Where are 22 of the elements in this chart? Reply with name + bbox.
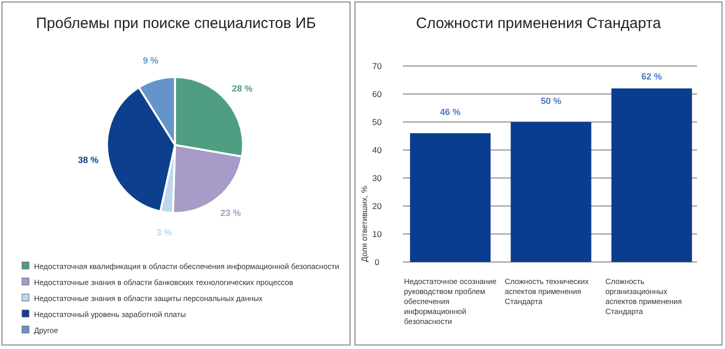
bar [410,133,491,262]
data-label: 38 % [78,154,99,165]
data-label: 62 % [641,71,662,82]
bar [510,122,592,262]
data-label: 28 % [232,83,253,94]
y-tick-label: 70 [372,61,382,71]
data-label: 3 % [156,227,172,238]
y-tick-label: 0 [374,257,380,267]
y-tick-label: 20 [372,201,382,211]
bar [611,88,692,262]
data-label: 46 % [440,107,461,118]
y-tick-label: 30 [372,173,382,183]
y-axis-title: Доля ответивших, % [360,186,369,262]
data-label: 23 % [220,208,241,218]
y-tick-label: 10 [372,229,382,239]
data-label: 50 % [540,96,562,106]
chart-title: Проблемы при поиске специалистов ИБ [36,15,316,32]
chart-title: Сложности применения Стандарта [416,15,662,32]
y-tick-label: 50 [372,117,382,127]
y-tick-label: 60 [372,89,382,99]
data-label: 9 % [142,55,158,66]
y-tick-label: 40 [372,145,382,155]
